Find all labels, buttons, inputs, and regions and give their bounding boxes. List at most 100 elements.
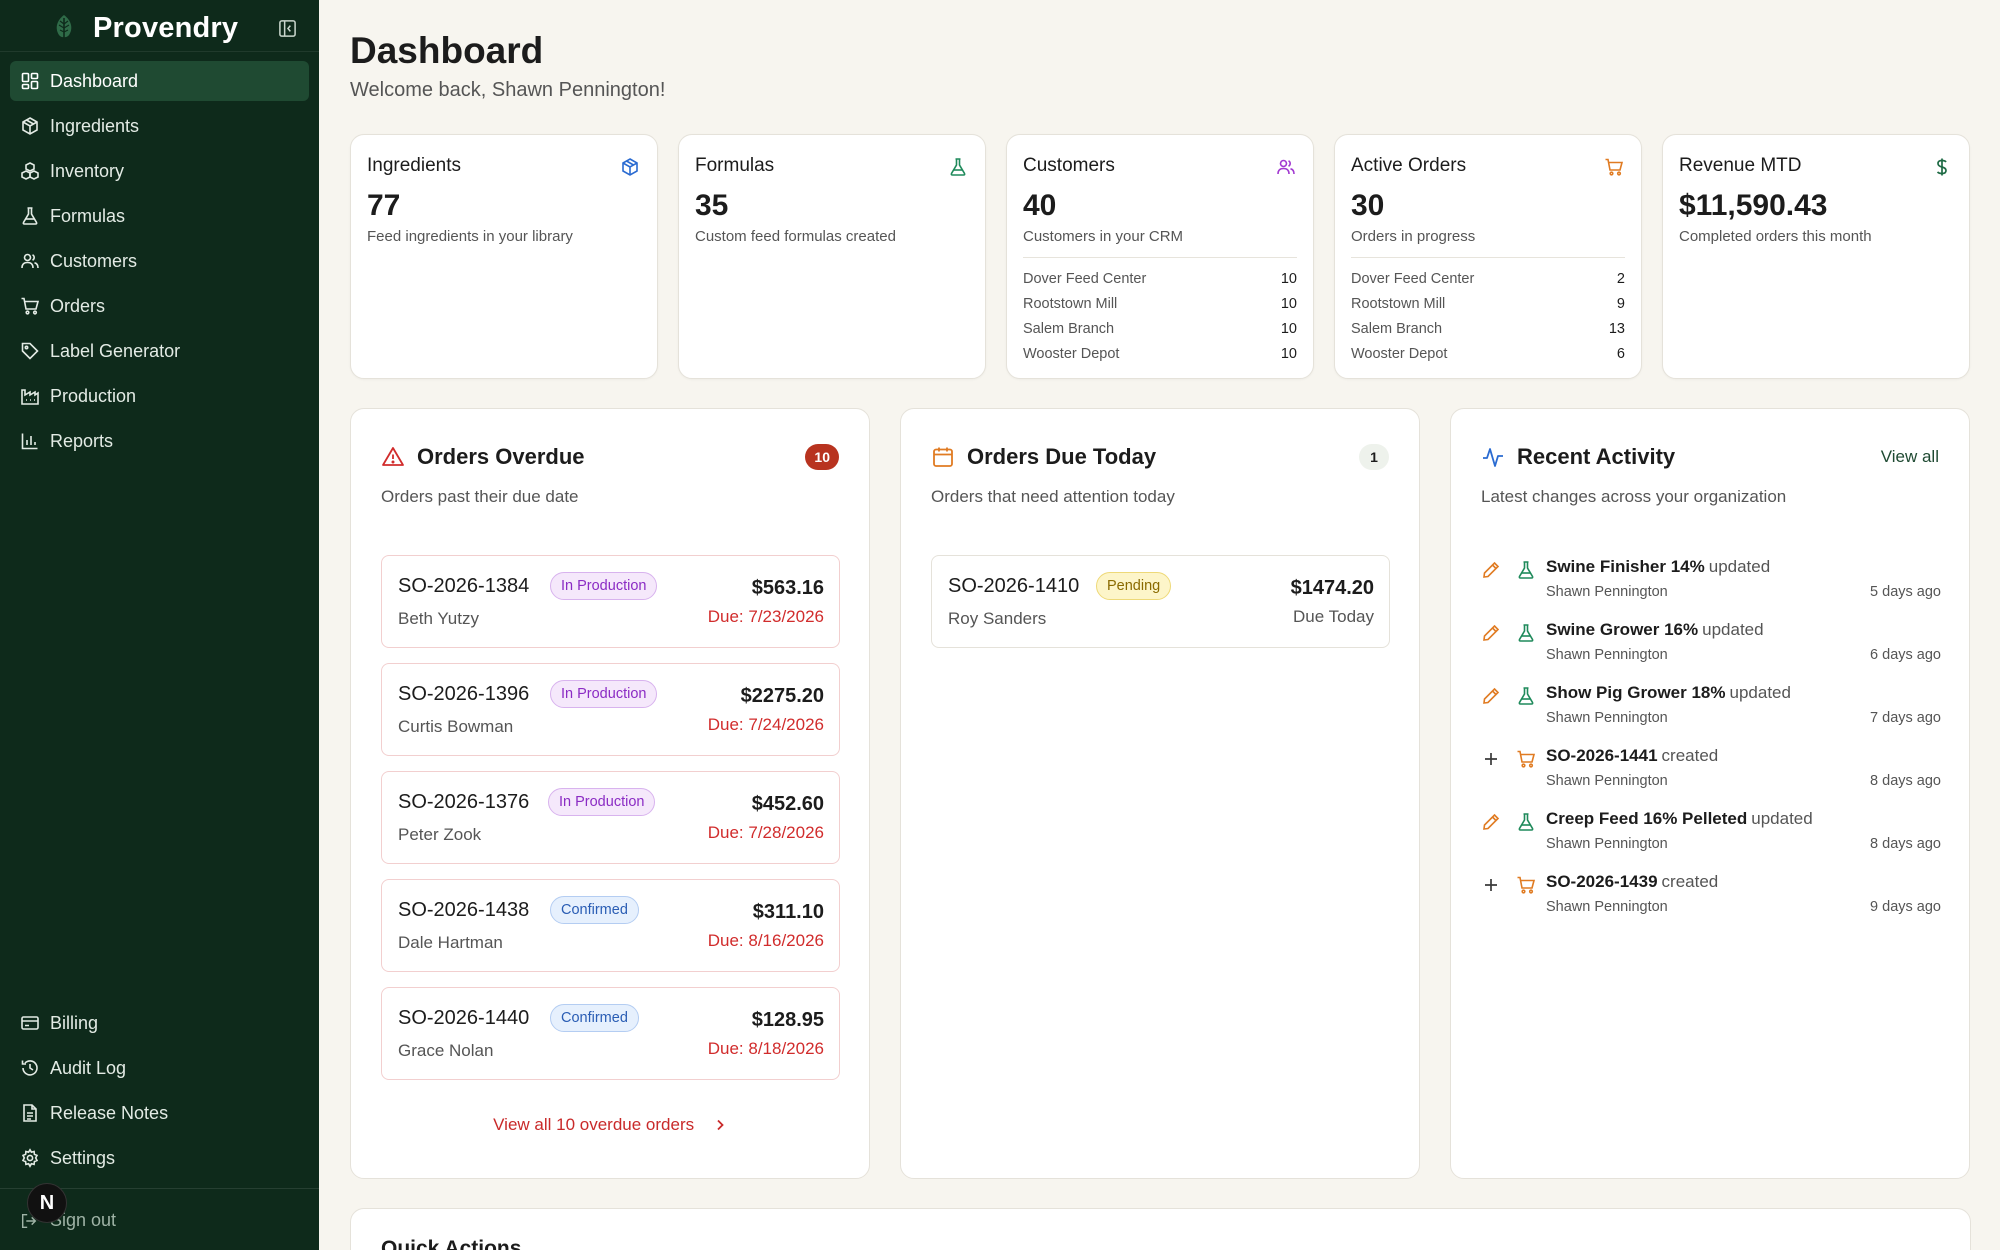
- activity-verb: updated: [1708, 557, 1771, 576]
- activity-time: 8 days ago: [1870, 836, 1941, 852]
- nav-item-release-notes[interactable]: Release Notes: [10, 1093, 309, 1133]
- nav-item-orders[interactable]: Orders: [10, 286, 309, 326]
- order-amount: $128.95: [751, 1009, 824, 1031]
- stat-label: Revenue MTD: [1679, 155, 1802, 176]
- activity-time: 5 days ago: [1870, 584, 1941, 600]
- stat-card-active-orders[interactable]: Active Orders 30 Orders in progress Dove…: [1334, 134, 1642, 379]
- cart-icon: [1517, 876, 1536, 894]
- order-due-date: Due: 7/28/2026: [707, 823, 824, 842]
- nav-item-inventory[interactable]: Inventory: [10, 151, 309, 191]
- activity-item[interactable]: Creep Feed 16% Pelleted updated Shawn Pen…: [1481, 809, 1941, 865]
- nav-item-audit-log[interactable]: Audit Log: [10, 1048, 309, 1088]
- order-customer: Grace Nolan: [398, 1041, 494, 1060]
- status-badge: Confirmed: [550, 896, 639, 924]
- activity-item[interactable]: Swine Grower 16% updated Shawn Pennington…: [1481, 620, 1941, 676]
- activity-subject: Swine Grower 16%: [1546, 620, 1699, 639]
- order-amount: $1474.20: [1290, 577, 1374, 599]
- activity-subject: SO-2026-1439: [1546, 872, 1658, 891]
- order-amount: $2275.20: [740, 685, 824, 707]
- overdue-order-card[interactable]: SO-2026-1438 Confirmed Dale Hartman $311…: [381, 879, 840, 972]
- activity-verb: created: [1661, 746, 1719, 765]
- activity-line: Swine Grower 16% updated: [1546, 620, 1764, 640]
- stat-card-revenue[interactable]: Revenue MTD $11,590.43 Completed orders …: [1662, 134, 1970, 379]
- nav-item-customers[interactable]: Customers: [10, 241, 309, 281]
- nav-item-billing[interactable]: Billing: [10, 1003, 309, 1043]
- plus-icon: [1485, 879, 1497, 891]
- order-id: SO-2026-1440: [398, 1007, 530, 1029]
- overdue-order-card[interactable]: SO-2026-1376 In Production Peter Zook $4…: [381, 771, 840, 864]
- nav-label: Formulas: [50, 205, 126, 226]
- nav-label: Settings: [50, 1147, 116, 1168]
- activity-item[interactable]: SO-2026-1439 created Shawn Pennington 9 d…: [1481, 872, 1941, 928]
- activity-line: Show Pig Grower 18% updated: [1546, 683, 1791, 703]
- flask-icon: [1518, 813, 1534, 831]
- activity-user: Shawn Pennington: [1546, 710, 1668, 726]
- order-due-date: Due: 8/18/2026: [707, 1039, 824, 1058]
- location-count: 10: [1280, 345, 1297, 362]
- history-icon: [21, 1060, 38, 1076]
- nav-label: Inventory: [50, 160, 125, 181]
- cart-icon: [1517, 750, 1536, 768]
- boxes-icon: [21, 162, 39, 180]
- welcome-message: Welcome back, Shawn Pennington!: [350, 79, 666, 101]
- leaf-logo-icon: [56, 15, 72, 39]
- stat-subtitle: Customers in your CRM: [1023, 228, 1184, 245]
- nav-item-dashboard[interactable]: Dashboard: [10, 61, 309, 101]
- sidebar-collapse-icon[interactable]: [278, 19, 297, 38]
- pencil-icon: [1483, 813, 1500, 830]
- order-amount: $452.60: [751, 793, 824, 815]
- breakdown-row: Wooster Depot 6: [1351, 341, 1625, 366]
- gear-icon: [21, 1148, 39, 1168]
- nav-item-label-generator[interactable]: Label Generator: [10, 331, 309, 371]
- order-id: SO-2026-1438: [398, 899, 530, 921]
- chevron-right-icon: [717, 1119, 724, 1131]
- activity-item[interactable]: SO-2026-1441 created Shawn Pennington 8 d…: [1481, 746, 1941, 802]
- nav-item-formulas[interactable]: Formulas: [10, 196, 309, 236]
- nav-item-settings[interactable]: Settings: [10, 1138, 309, 1178]
- view-all-overdue-link[interactable]: View all 10 overdue orders: [351, 1115, 869, 1135]
- activity-time: 8 days ago: [1870, 773, 1941, 789]
- location-count: 6: [1616, 345, 1625, 362]
- activity-user: Shawn Pennington: [1546, 773, 1668, 789]
- cart-icon: [21, 297, 40, 315]
- nav-label: Billing: [50, 1012, 99, 1033]
- view-all-activity-link[interactable]: View all: [1880, 447, 1939, 466]
- stat-card-ingredients[interactable]: Ingredients 77 Feed ingredients in your …: [350, 134, 658, 379]
- stat-value: 30: [1351, 189, 1385, 222]
- activity-line: SO-2026-1439 created: [1546, 872, 1718, 892]
- plus-icon: [1485, 753, 1497, 765]
- location-breakdown: Dover Feed Center 2 Rootstown Mill 9 Salem…: [1351, 257, 1625, 366]
- nav-item-ingredients[interactable]: Ingredients: [10, 106, 309, 146]
- stat-card-formulas[interactable]: Formulas 35 Custom feed formulas created: [678, 134, 986, 379]
- overdue-order-card[interactable]: SO-2026-1384 In Production Beth Yutzy $5…: [381, 555, 840, 648]
- stat-value: 35: [695, 189, 729, 222]
- activity-item[interactable]: Show Pig Grower 18% updated Shawn Penning…: [1481, 683, 1941, 739]
- panel-title: Quick Actions: [381, 1237, 522, 1250]
- activity-subject: Show Pig Grower 18%: [1546, 683, 1726, 702]
- location-name: Dover Feed Center: [1351, 270, 1475, 287]
- nav-item-reports[interactable]: Reports: [10, 421, 309, 461]
- panel-header: Orders Due Today: [931, 444, 1156, 470]
- flask-icon: [1518, 561, 1534, 579]
- flask-icon: [1518, 687, 1534, 705]
- pencil-icon: [1483, 561, 1500, 578]
- nav-item-production[interactable]: Production: [10, 376, 309, 416]
- flask-icon: [1518, 624, 1534, 642]
- stat-subtitle: Feed ingredients in your library: [367, 228, 573, 245]
- order-customer: Beth Yutzy: [398, 609, 479, 628]
- dollar-icon: [1936, 158, 1947, 176]
- overdue-order-card[interactable]: SO-2026-1440 Confirmed Grace Nolan $128.…: [381, 987, 840, 1080]
- nav-label: Audit Log: [50, 1057, 127, 1078]
- due-today-order-card[interactable]: SO-2026-1410 Pending Roy Sanders $1474.2…: [931, 555, 1390, 648]
- location-breakdown: Dover Feed Center 10 Rootstown Mill 10 Sal…: [1023, 257, 1297, 366]
- signout-button[interactable]: Sign out: [20, 1210, 116, 1231]
- stat-card-customers[interactable]: Customers 40 Customers in your CRM Dover…: [1006, 134, 1314, 379]
- location-name: Salem Branch: [1023, 320, 1115, 337]
- order-due-date: Due: 7/24/2026: [707, 715, 824, 734]
- avatar[interactable]: N: [27, 1183, 67, 1223]
- activity-item[interactable]: Swine Finisher 14% updated Shawn Penningt…: [1481, 557, 1941, 613]
- nav-label: Label Generator: [50, 340, 181, 361]
- stat-subtitle: Completed orders this month: [1679, 228, 1872, 245]
- overdue-order-card[interactable]: SO-2026-1396 In Production Curtis Bowman…: [381, 663, 840, 756]
- app-name: Provendry: [93, 12, 239, 44]
